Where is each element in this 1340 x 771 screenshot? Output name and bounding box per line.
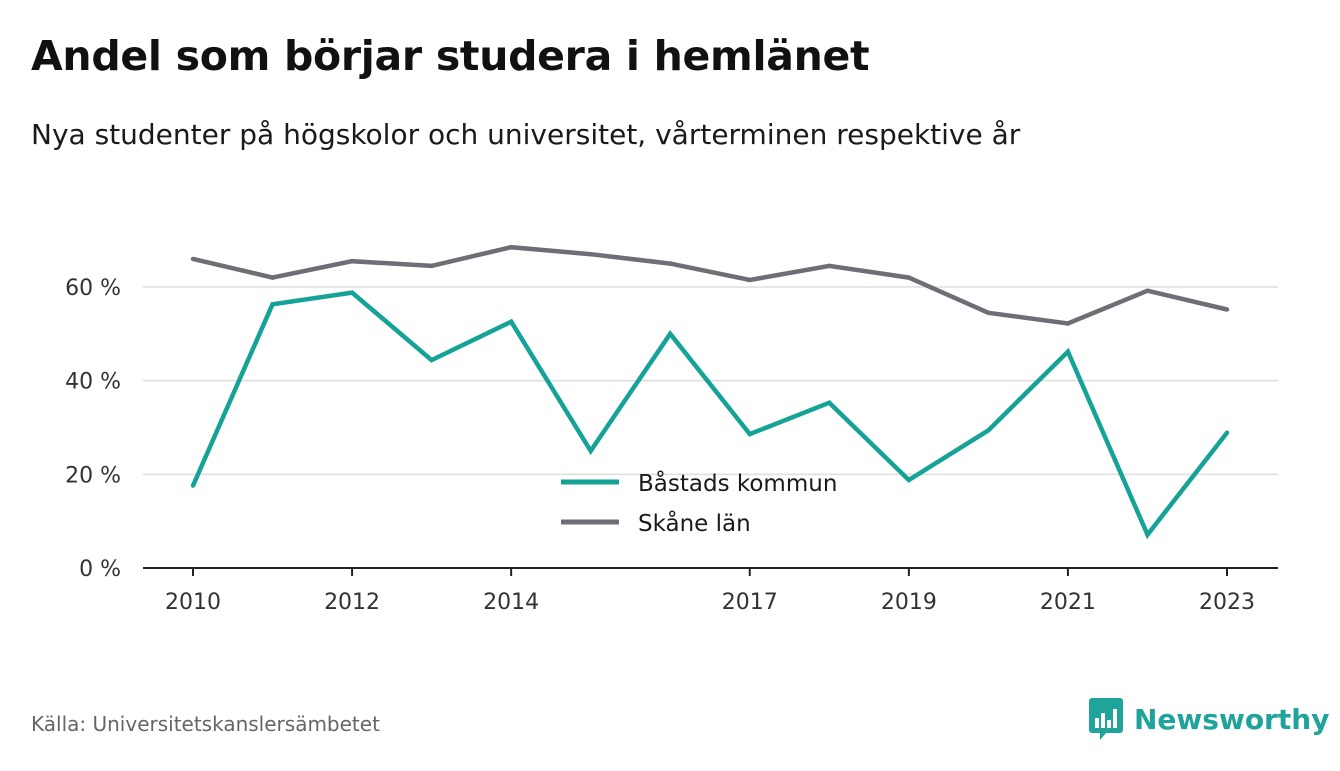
series-line-sk-ne-l-n bbox=[192, 244, 1228, 326]
x-tick-label: 2014 bbox=[483, 590, 539, 615]
data-point bbox=[906, 477, 912, 483]
data-point bbox=[1065, 321, 1071, 326]
data-point bbox=[270, 275, 275, 280]
chart-title: Andel som börjar studera i hemlänet bbox=[31, 32, 870, 80]
data-point bbox=[1145, 532, 1150, 537]
y-tick-label: 0 % bbox=[79, 557, 121, 582]
x-tick-label: 2010 bbox=[165, 590, 221, 615]
series-line-b-stads-kommun bbox=[190, 290, 1229, 540]
brand-name: Newsworthy bbox=[1134, 702, 1330, 736]
x-tick-label: 2019 bbox=[881, 590, 937, 615]
data-point bbox=[349, 259, 355, 264]
data-point bbox=[827, 263, 832, 269]
data-point bbox=[588, 252, 593, 257]
data-point bbox=[827, 400, 832, 405]
data-point bbox=[906, 275, 912, 280]
tick-layer: 0 % 20 % 40 % 60 % 2010 2012 2014 2017 2019 2021 2… bbox=[65, 276, 1255, 615]
data-point bbox=[190, 483, 196, 488]
y-tick-label: 60 % bbox=[65, 276, 121, 301]
data-point bbox=[1065, 349, 1071, 354]
legend: Båstads kommun Skåne län bbox=[561, 469, 837, 537]
data-point bbox=[747, 431, 752, 437]
data-point bbox=[1145, 288, 1150, 293]
y-tick-label: 40 % bbox=[65, 370, 121, 395]
legend-label: Båstads kommun bbox=[638, 469, 837, 497]
data-point bbox=[668, 261, 673, 266]
data-point bbox=[668, 331, 673, 337]
brand: Newsworthy bbox=[1088, 696, 1329, 742]
newsworthy-logo-icon bbox=[1089, 698, 1123, 740]
data-point bbox=[1224, 430, 1230, 435]
data-point bbox=[349, 290, 355, 295]
data-point bbox=[986, 310, 991, 315]
data-point bbox=[429, 263, 434, 269]
source-note: Källa: Universitetskanslersämbetet bbox=[31, 712, 380, 736]
data-point bbox=[588, 448, 593, 454]
x-tick-label: 2017 bbox=[722, 590, 778, 615]
x-tick-label: 2023 bbox=[1199, 590, 1255, 615]
data-point bbox=[747, 277, 752, 283]
data-point bbox=[986, 428, 991, 433]
x-tick-label: 2012 bbox=[324, 590, 380, 615]
data-point bbox=[190, 256, 196, 262]
series-layer bbox=[190, 244, 1230, 540]
data-point bbox=[270, 302, 275, 307]
y-tick-label: 20 % bbox=[65, 463, 121, 488]
x-tick-label: 2021 bbox=[1040, 590, 1096, 615]
data-point bbox=[1224, 307, 1230, 312]
data-point bbox=[429, 357, 434, 363]
data-point bbox=[508, 244, 514, 250]
chart-subtitle: Nya studenter på högskolor och universit… bbox=[31, 118, 1021, 151]
grid-layer bbox=[143, 286, 1278, 569]
legend-label: Skåne län bbox=[638, 509, 751, 537]
data-point bbox=[508, 319, 514, 324]
